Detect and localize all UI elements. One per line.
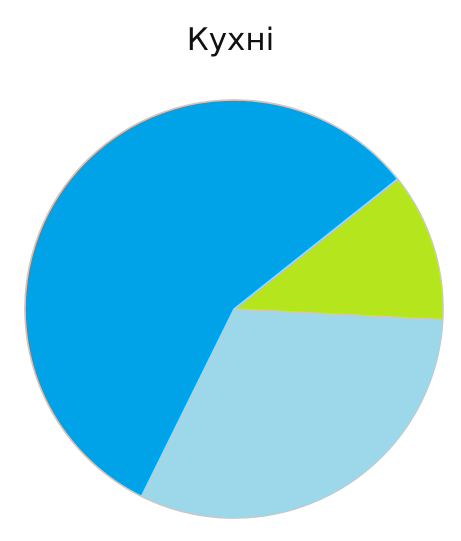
chart-title: Кухні (186, 22, 275, 58)
pie-outline (24, 99, 444, 519)
